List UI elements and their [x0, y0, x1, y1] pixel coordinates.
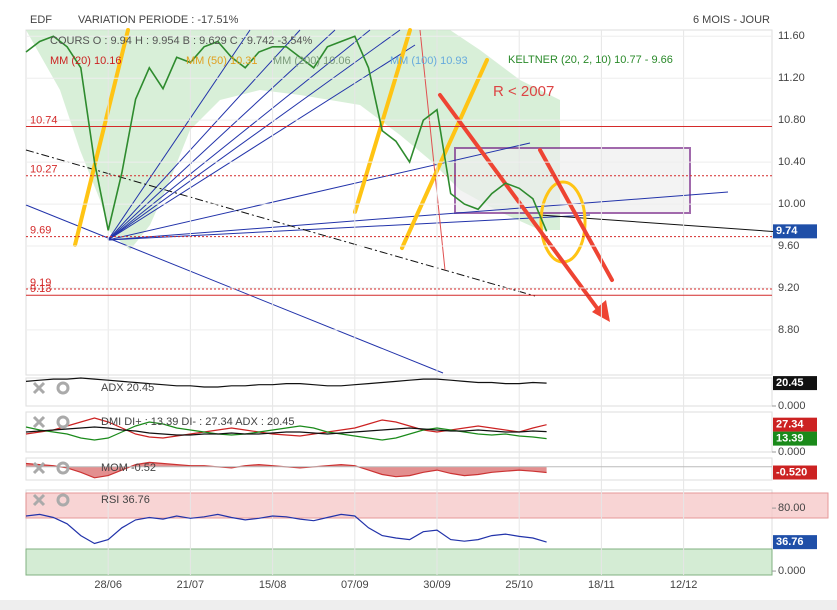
y-tick-label: 0.000: [778, 565, 806, 577]
panel-title: MOM -0.52: [101, 462, 156, 474]
panel-frame: [25, 377, 773, 407]
y-tick-label: 0.000: [778, 446, 806, 458]
panel-icons: [32, 415, 70, 429]
value-tag-label: 20.45: [776, 377, 804, 389]
value-tag-label: 36.76: [776, 536, 804, 548]
level-label: 10.74: [30, 114, 58, 126]
trend-line: [539, 214, 781, 233]
red-thin: [419, 29, 446, 271]
level-label: 10.27: [30, 164, 58, 176]
value-tag-label: 9.74: [776, 225, 798, 237]
value-tag-label: 27.34: [776, 419, 804, 431]
line: [25, 377, 547, 388]
value-tag-label: -0.520: [776, 466, 807, 478]
value-tag: [773, 431, 817, 446]
line: [25, 417, 547, 439]
level-label: 9.19: [30, 277, 51, 289]
y-tick-label: 11.20: [778, 72, 805, 84]
x-tick-label: 28/06: [94, 579, 122, 591]
rsi-high-zone: [25, 492, 829, 519]
legend-entry: MM (50) 10.31: [186, 55, 258, 67]
panel-icons: [32, 493, 70, 507]
x-tick-label: 21/07: [177, 579, 205, 591]
legend-entry: MM (20) 10.16: [50, 55, 122, 67]
y-tick-label: 9.20: [778, 282, 799, 294]
red-arrows: [438, 93, 614, 314]
value-tag: [773, 465, 817, 480]
line: [25, 513, 547, 545]
rsi-low-zone: [25, 548, 773, 576]
icon-close: [32, 461, 46, 475]
value-tag: [773, 535, 817, 550]
legend-entry: KELTNER (20, 2, 10) 10.77 - 9.66: [508, 54, 673, 66]
x-tick-label: 25/10: [505, 579, 533, 591]
annotation: R < 2007: [493, 83, 554, 100]
x-tick-label: 18/11: [588, 579, 615, 591]
panel-title: DMI DI+ : 13.39 DI- : 27.34 ADX : 20.45: [101, 416, 295, 428]
value-tag: [773, 224, 817, 239]
y-tick-label: 10.80: [778, 114, 806, 126]
legend-entry: MM (200) 10.06: [273, 55, 351, 67]
panel-icons: [32, 381, 70, 395]
icon-settings: [56, 493, 70, 507]
icon-close: [32, 415, 46, 429]
line: [25, 35, 548, 232]
panel-title: RSI 36.76: [101, 494, 150, 506]
panel-title: ADX 20.45: [101, 382, 154, 394]
value-tag: [773, 376, 817, 391]
panel-icons: [32, 461, 70, 475]
y-tick-label: 8.80: [778, 324, 799, 336]
value-tag: [773, 417, 817, 432]
y-tick-label: 80.00: [778, 502, 806, 514]
y-tick-label: 9.60: [778, 240, 799, 252]
period: 6 MOIS - JOUR: [693, 14, 770, 26]
legend-entry: COURS O : 9.94 H : 9.954 B : 9.629 C : 9…: [50, 35, 313, 47]
legend-entry: MM (100) 10.93: [390, 55, 468, 67]
icon-settings: [56, 415, 70, 429]
line: [25, 426, 547, 436]
y-tick-label: 11.60: [778, 30, 805, 42]
x-tick-label: 12/12: [670, 579, 698, 591]
y-tick-label: 0.000: [778, 400, 806, 412]
x-tick-label: 30/09: [423, 579, 451, 591]
level-label: 9.69: [30, 224, 51, 236]
x-tick-label: 15/08: [259, 579, 287, 591]
x-tick-label: 07/09: [341, 579, 369, 591]
panel-frame: [25, 457, 773, 481]
icon-close: [32, 493, 46, 507]
keltner-band: [26, 30, 560, 250]
value-tag-label: 13.39: [776, 433, 804, 445]
icon-close: [32, 381, 46, 395]
variation: VARIATION PERIODE : -17.51%: [78, 14, 239, 26]
symbol: EDF: [30, 14, 52, 26]
icon-settings: [56, 461, 70, 475]
y-tick-label: 10.00: [778, 198, 806, 210]
level-label: 9.13: [30, 283, 51, 295]
icon-settings: [56, 381, 70, 395]
box: [454, 147, 691, 214]
footer-bar: [0, 600, 837, 610]
y-tick-label: 10.40: [778, 156, 806, 168]
